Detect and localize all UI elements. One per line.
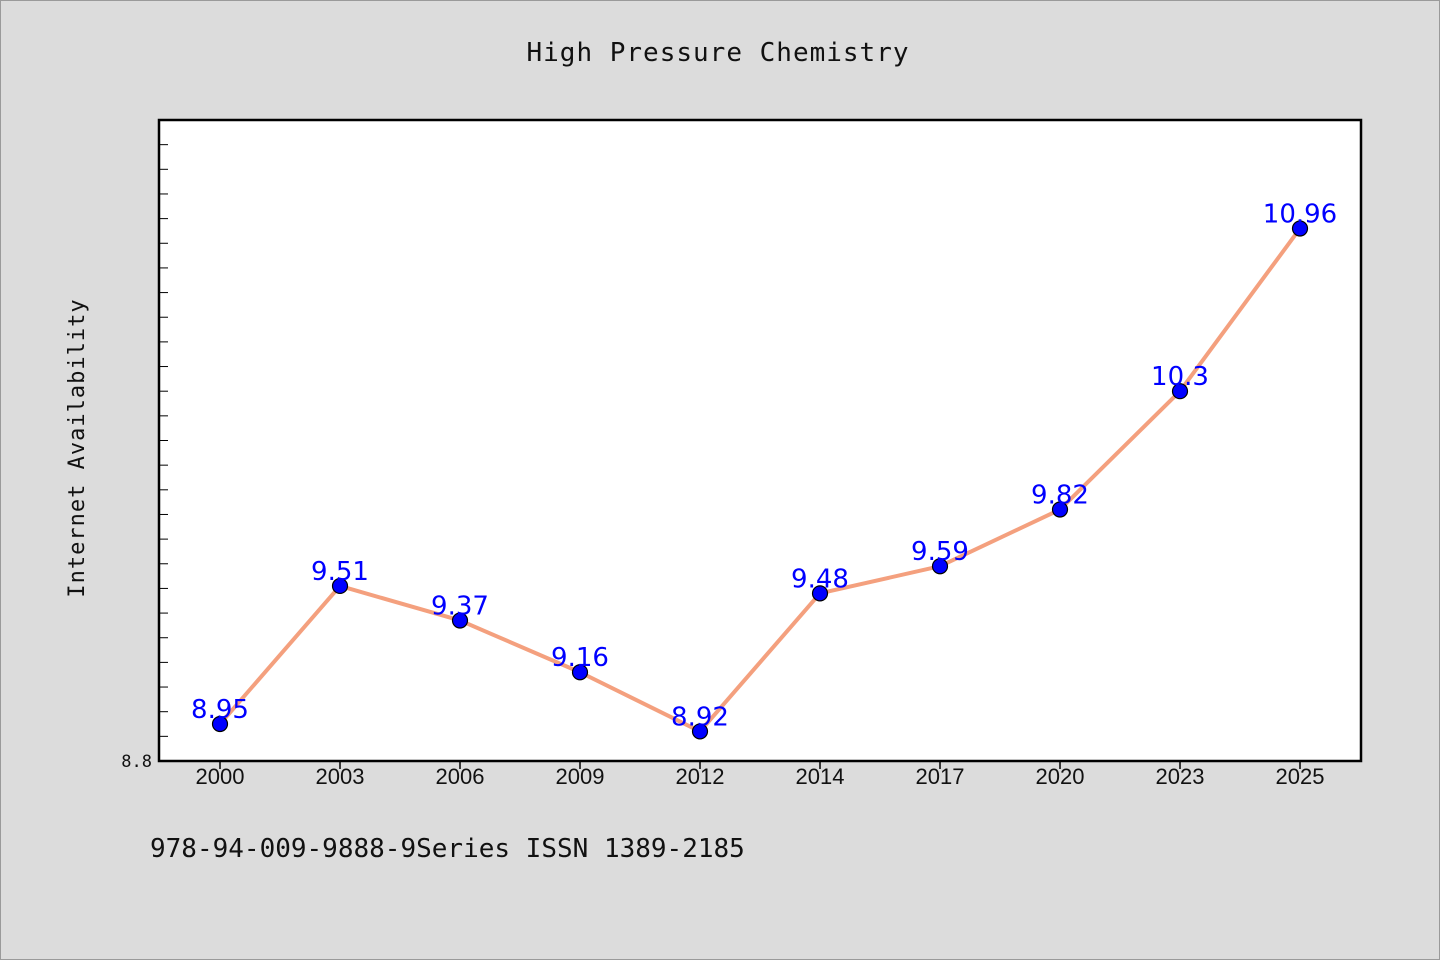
x-tick-label: 2025 xyxy=(1276,764,1325,789)
series-line xyxy=(218,226,1302,734)
data-label: 10.96 xyxy=(1263,199,1337,229)
data-point xyxy=(1051,501,1069,518)
footer-note: 978-94-009-9888-9Series ISSN 1389-2185 xyxy=(150,834,745,864)
x-tick-label: 2023 xyxy=(1156,764,1205,789)
x-tick-label: 2017 xyxy=(916,764,965,789)
x-axis-ticks: 2000 2003 2006 2009 2012 2014 2017 2020 2023 2025 xyxy=(196,761,1325,789)
plot-area xyxy=(157,118,1363,763)
data-point xyxy=(811,585,829,602)
x-tick-label: 2000 xyxy=(196,764,245,789)
data-point xyxy=(1291,220,1309,237)
data-label: 9.51 xyxy=(311,557,369,587)
y-axis-label: Internet Availability xyxy=(65,298,90,597)
x-tick-label: 2020 xyxy=(1036,764,1085,789)
x-tick-label: 2003 xyxy=(316,764,365,789)
data-label: 9.16 xyxy=(551,643,609,673)
x-tick-label: 2012 xyxy=(676,764,725,789)
data-label: 9.37 xyxy=(431,591,489,621)
data-point xyxy=(331,577,349,595)
data-point xyxy=(931,558,949,575)
chart-title: High Pressure Chemistry xyxy=(526,38,909,68)
data-label: 9.59 xyxy=(911,537,969,567)
data-label: 10.3 xyxy=(1151,362,1209,392)
data-point xyxy=(571,664,589,681)
data-point xyxy=(1171,383,1189,400)
x-tick-label: 2006 xyxy=(436,764,485,789)
data-label: 8.95 xyxy=(191,695,249,725)
data-point xyxy=(211,715,229,733)
data-label: 9.48 xyxy=(791,564,849,594)
data-label: 8.92 xyxy=(671,702,729,732)
data-point xyxy=(691,723,709,740)
data-label: 9.82 xyxy=(1031,481,1089,511)
y-tick-label: 8.8 xyxy=(121,752,152,772)
x-tick-label: 2014 xyxy=(796,764,845,789)
series-layer: 8.95 9.51 9.37 9.16 8.92 9.48 9.59 9.82 10.3 10.9… xyxy=(191,199,1337,740)
y-axis-ticks: 8.8 xyxy=(121,144,168,772)
data-point xyxy=(451,612,469,629)
x-tick-label: 2009 xyxy=(556,764,605,789)
